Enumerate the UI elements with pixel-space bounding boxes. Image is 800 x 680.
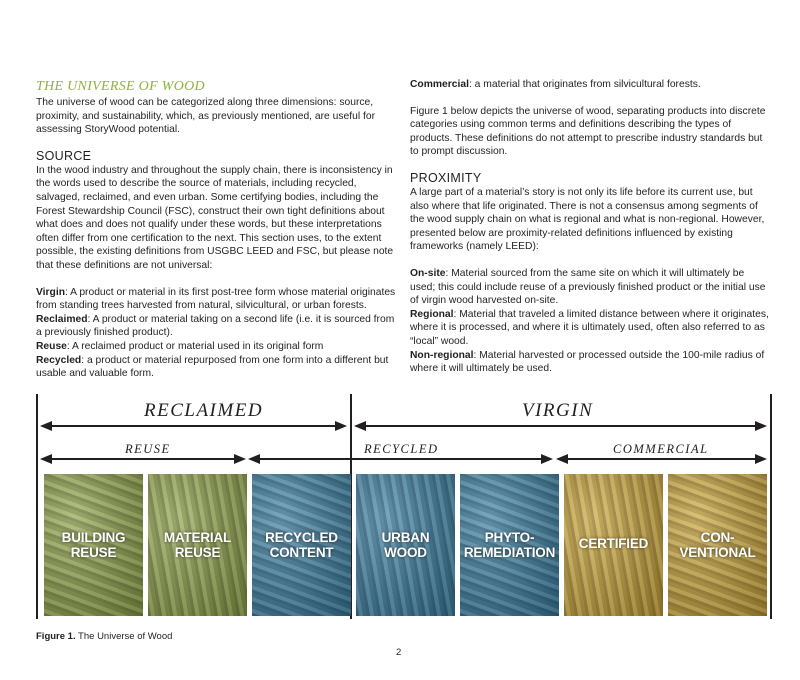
definition-regional: Regional: Material that traveled a limit… bbox=[410, 308, 769, 347]
source-paragraph: In the wood industry and throughout the … bbox=[36, 164, 394, 271]
tile-phyto-remediation: PHYTO- REMEDIATION bbox=[460, 474, 559, 616]
right-column: Commercial: a material that originates f… bbox=[410, 78, 772, 376]
tile-label: URBAN WOOD bbox=[381, 530, 430, 560]
tile-label: CON- VENTIONAL bbox=[679, 530, 756, 560]
tile-label: CERTIFIED bbox=[578, 536, 649, 551]
intro-paragraph: The universe of wood can be categorized … bbox=[36, 97, 376, 136]
figure-divider-rule bbox=[350, 394, 352, 619]
figure-right-rule bbox=[770, 394, 772, 619]
category-virgin: VIRGIN bbox=[516, 400, 600, 422]
recycled-arrow-left-icon bbox=[248, 454, 260, 464]
reuse-arrow-line bbox=[42, 458, 244, 460]
recycled-arrow-right-icon bbox=[541, 454, 553, 464]
commercial-arrow-line bbox=[558, 458, 764, 460]
reuse-arrow-right-icon bbox=[234, 454, 246, 464]
section-title: THE UNIVERSE OF WOOD bbox=[36, 79, 205, 94]
category-reclaimed: RECLAIMED bbox=[138, 400, 270, 422]
proximity-heading: PROXIMITY bbox=[410, 170, 482, 185]
recycled-arrow-line bbox=[250, 458, 550, 460]
tile-label: PHYTO- REMEDIATION bbox=[463, 530, 556, 560]
source-heading: SOURCE bbox=[36, 148, 92, 163]
definition-recycled: Recycled: a product or material repurpos… bbox=[36, 354, 389, 380]
virgin-arrow-right-icon bbox=[755, 421, 767, 431]
tile-building-reuse: BUILDING REUSE bbox=[44, 474, 143, 616]
figure-left-rule bbox=[36, 394, 38, 619]
left-column: THE UNIVERSE OF WOOD The universe of woo… bbox=[36, 78, 400, 381]
virgin-arrow-line bbox=[356, 425, 764, 427]
reclaimed-arrow-line bbox=[42, 425, 344, 427]
category-commercial: COMMERCIAL bbox=[608, 442, 714, 457]
commercial-arrow-right-icon bbox=[755, 454, 767, 464]
tile-label: MATERIAL REUSE bbox=[163, 530, 232, 560]
definition-virgin: Virgin: A product or material in its fir… bbox=[36, 286, 396, 312]
figure-caption: Figure 1. The Universe of Wood bbox=[36, 631, 173, 642]
reclaimed-arrow-right-icon bbox=[335, 421, 347, 431]
reuse-arrow-left-icon bbox=[40, 454, 52, 464]
virgin-arrow-left-icon bbox=[354, 421, 366, 431]
commercial-arrow-left-icon bbox=[556, 454, 568, 464]
tile-material-reuse: MATERIAL REUSE bbox=[148, 474, 247, 616]
proximity-paragraph: A large part of a material’s story is no… bbox=[410, 186, 765, 253]
category-recycled: RECYCLED bbox=[359, 442, 444, 457]
definition-on-site: On-site: Material sourced from the same … bbox=[410, 267, 766, 307]
tile-label: BUILDING REUSE bbox=[61, 530, 126, 560]
category-reuse: REUSE bbox=[120, 442, 176, 457]
tile-recycled-content: RECYCLED CONTENT bbox=[252, 474, 351, 616]
tile-label: RECYCLED CONTENT bbox=[265, 530, 338, 560]
tile-urban-wood: URBAN WOOD bbox=[356, 474, 455, 616]
page-number: 2 bbox=[396, 647, 402, 658]
figure-intro-paragraph: Figure 1 below depicts the universe of w… bbox=[410, 105, 766, 158]
definition-commercial: Commercial: a material that originates f… bbox=[410, 79, 701, 90]
definition-reclaimed: Reclaimed: A product or material taking … bbox=[36, 313, 395, 339]
tile-conventional: CON- VENTIONAL bbox=[668, 474, 767, 616]
definition-non-regional: Non-regional: Material harvested or proc… bbox=[410, 349, 765, 375]
reclaimed-arrow-left-icon bbox=[40, 421, 52, 431]
tile-certified: CERTIFIED bbox=[564, 474, 663, 616]
definition-reuse: Reuse: A reclaimed product or material u… bbox=[36, 340, 324, 352]
universe-of-wood-figure: RECLAIMED VIRGIN REUSE RECYCLED COMMERCI… bbox=[36, 394, 772, 619]
